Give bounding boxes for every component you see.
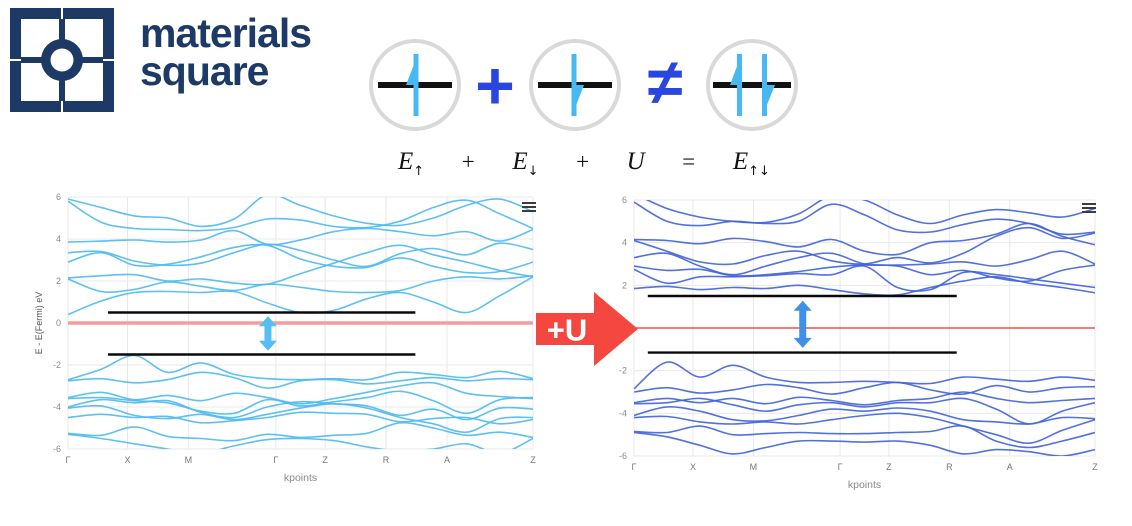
band-line [68,199,533,232]
band-line [68,411,533,425]
x-tick-label: Z [322,455,328,465]
band-line [634,405,1095,425]
x-tick-label: Γ [838,462,843,472]
band-line [68,227,533,246]
band-line [68,371,533,389]
x-axis-title: kpoints [284,472,317,484]
x-tick-label: R [383,455,390,465]
y-tick-label: -6 [619,451,627,461]
y-tick-label: 0 [56,318,61,328]
x-tick-label: Z [886,462,892,472]
x-tick-label: Γ [66,455,71,465]
not-equal-operator: ≠ [647,46,683,118]
chart-menu-icon[interactable] [522,202,536,212]
band-line [645,200,1095,225]
y-tick-label: -6 [53,444,61,454]
plus-u-arrow-shape [536,292,638,366]
x-axis-title: kpoints [848,479,881,491]
plus-u-arrow-label: +U [547,313,588,348]
band-line [634,431,1095,456]
band-line [634,391,1095,406]
y-tick-label: -2 [53,360,61,370]
band-line [68,354,533,381]
spin-down-circle [529,39,621,131]
band-gap-arrow [258,316,277,351]
equation-term: E↓ [512,148,539,179]
spin-up-level-icon [378,53,452,116]
band-line [68,390,533,415]
x-tick-label: Γ [632,462,637,472]
y-tick-label: 2 [622,280,627,290]
x-tick-label: X [690,462,696,472]
band-line [68,243,533,274]
logo-wordmark: materials square [140,10,312,95]
x-tick-label: Γ [273,455,278,465]
paired-spins-level-icon [713,53,791,117]
chart-menu-icon[interactable] [1082,203,1096,213]
paired-spins-circle [706,39,798,131]
equation-term: E↑↓ [732,148,770,179]
band-line [68,421,533,442]
band-line [634,381,1095,395]
band-line [634,412,1095,445]
band-line [634,425,1095,449]
y-tick-label: -4 [619,408,627,418]
hubbard-equation: E↑ + E↓ + U = E↑↓ [398,148,770,179]
logo-word-2: square [140,48,269,95]
materials-square-logo-icon [10,8,114,112]
band-line [634,265,1095,292]
x-tick-label: X [125,455,131,465]
y-tick-label: 4 [56,234,61,244]
y-tick-label: -4 [53,402,61,412]
plus-operator: + [475,48,515,124]
plus-u-arrow: +U [536,292,638,366]
x-tick-label: Z [1092,462,1098,472]
band-line [634,397,1095,425]
y-tick-label: -2 [619,366,627,376]
band-line [634,250,1095,276]
equation-term: + [461,149,475,174]
band-line [68,433,533,449]
x-tick-label: A [1007,462,1013,472]
band-gap-arrow [793,300,812,348]
equation-term: = [682,149,696,174]
spin-up-circle [369,39,461,131]
equation-term: E↑ [398,148,425,179]
y-tick-label: 6 [622,195,627,205]
band-line [68,276,533,316]
logo-word-1: materials [140,10,312,56]
band-line [68,275,533,294]
materials-square-logo: materials square [10,8,312,112]
band-line [68,197,533,228]
band-line [68,242,533,268]
spin-down-level-icon [538,54,612,117]
y-tick-label: 6 [56,192,61,202]
equation-term: + [576,149,590,174]
band-line [68,381,533,405]
band-line [634,275,1095,297]
y-tick-label: 2 [56,276,61,286]
band-line [68,244,533,286]
band-line [634,222,1095,256]
x-tick-label: M [750,462,758,472]
y-tick-label: 4 [622,238,627,248]
x-tick-label: Z [530,455,536,465]
band-line [634,361,1095,390]
x-tick-label: M [185,455,193,465]
equation-term: U [626,148,645,175]
y-axis-title: E - E(Fermi) eV [34,292,44,355]
x-tick-label: R [946,462,953,472]
band-line [634,201,1095,236]
x-tick-label: A [444,455,450,465]
band-line [634,226,1095,266]
